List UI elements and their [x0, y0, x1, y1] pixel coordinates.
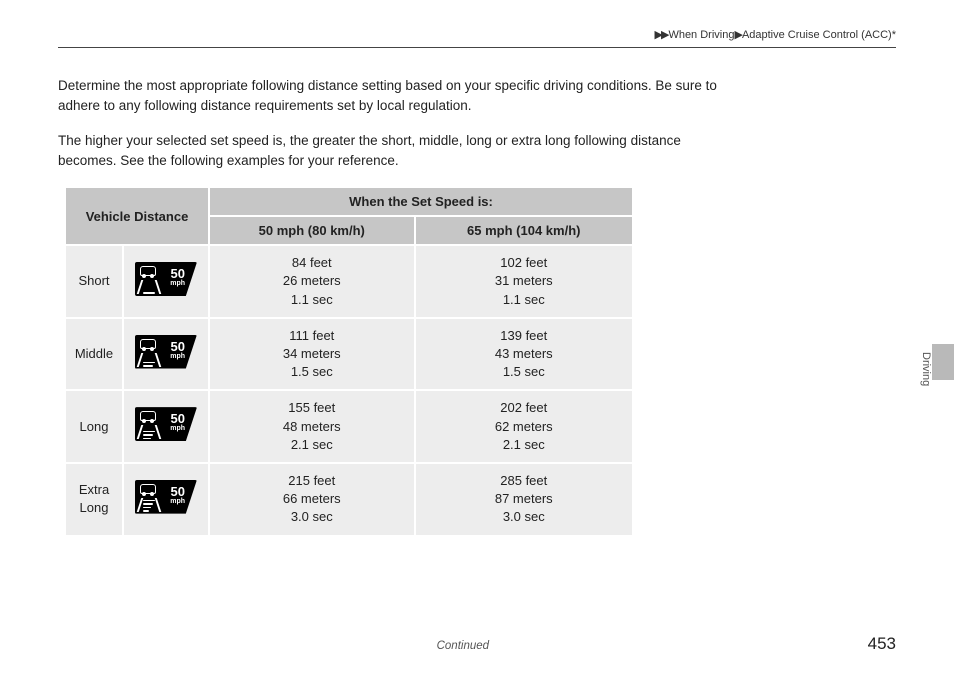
th-vehicle-distance: Vehicle Distance [66, 188, 208, 244]
cell-speed2: 202 feet62 meters2.1 sec [416, 391, 632, 462]
row-icon-cell: 50mph [124, 464, 208, 535]
breadcrumb: ▶▶When Driving▶Adaptive Cruise Control (… [58, 28, 896, 47]
cell-speed2: 285 feet87 meters3.0 sec [416, 464, 632, 535]
breadcrumb-arrows-1: ▶▶ [655, 29, 668, 41]
acc-distance-icon: 50mph [135, 262, 197, 296]
row-label: ExtraLong [66, 464, 122, 535]
cell-speed1: 111 feet34 meters1.5 sec [210, 319, 414, 390]
acc-distance-icon: 50mph [135, 335, 197, 369]
breadcrumb-part1: When Driving [668, 29, 734, 41]
th-when-set-speed: When the Set Speed is: [210, 188, 632, 215]
cell-speed2: 102 feet31 meters1.1 sec [416, 246, 632, 317]
page-footer: Continued 453 [58, 634, 896, 654]
distance-table: Vehicle Distance When the Set Speed is: … [64, 186, 634, 536]
paragraph-2: The higher your selected set speed is, t… [58, 131, 738, 170]
row-icon-cell: 50mph [124, 319, 208, 390]
cell-speed1: 215 feet66 meters3.0 sec [210, 464, 414, 535]
table-row: Short 50mph 84 feet26 meters1.1 sec102 fee… [66, 246, 632, 317]
row-label: Middle [66, 319, 122, 390]
row-label: Short [66, 246, 122, 317]
row-icon-cell: 50mph [124, 246, 208, 317]
table-row: Middle 50mph 111 feet34 meters1.5 sec139 f… [66, 319, 632, 390]
table-row: Long 50mph 155 feet48 meters2.1 sec202 fee… [66, 391, 632, 462]
header-rule [58, 47, 896, 48]
page-number: 453 [868, 634, 896, 654]
th-speed-col2: 65 mph (104 km/h) [416, 217, 632, 244]
row-icon-cell: 50mph [124, 391, 208, 462]
cell-speed1: 155 feet48 meters2.1 sec [210, 391, 414, 462]
breadcrumb-part2: Adaptive Cruise Control (ACC)* [742, 29, 896, 41]
breadcrumb-arrows-2: ▶ [734, 29, 740, 41]
continued-label: Continued [58, 640, 868, 652]
cell-speed1: 84 feet26 meters1.1 sec [210, 246, 414, 317]
acc-distance-icon: 50mph [135, 480, 197, 514]
cell-speed2: 139 feet43 meters1.5 sec [416, 319, 632, 390]
acc-distance-icon: 50mph [135, 407, 197, 441]
section-tab [932, 344, 954, 380]
paragraph-1: Determine the most appropriate following… [58, 76, 738, 115]
table-row: ExtraLong 50mph 215 feet66 meters3.0 sec28… [66, 464, 632, 535]
th-speed-col1: 50 mph (80 km/h) [210, 217, 414, 244]
section-label: Driving [920, 352, 932, 386]
row-label: Long [66, 391, 122, 462]
